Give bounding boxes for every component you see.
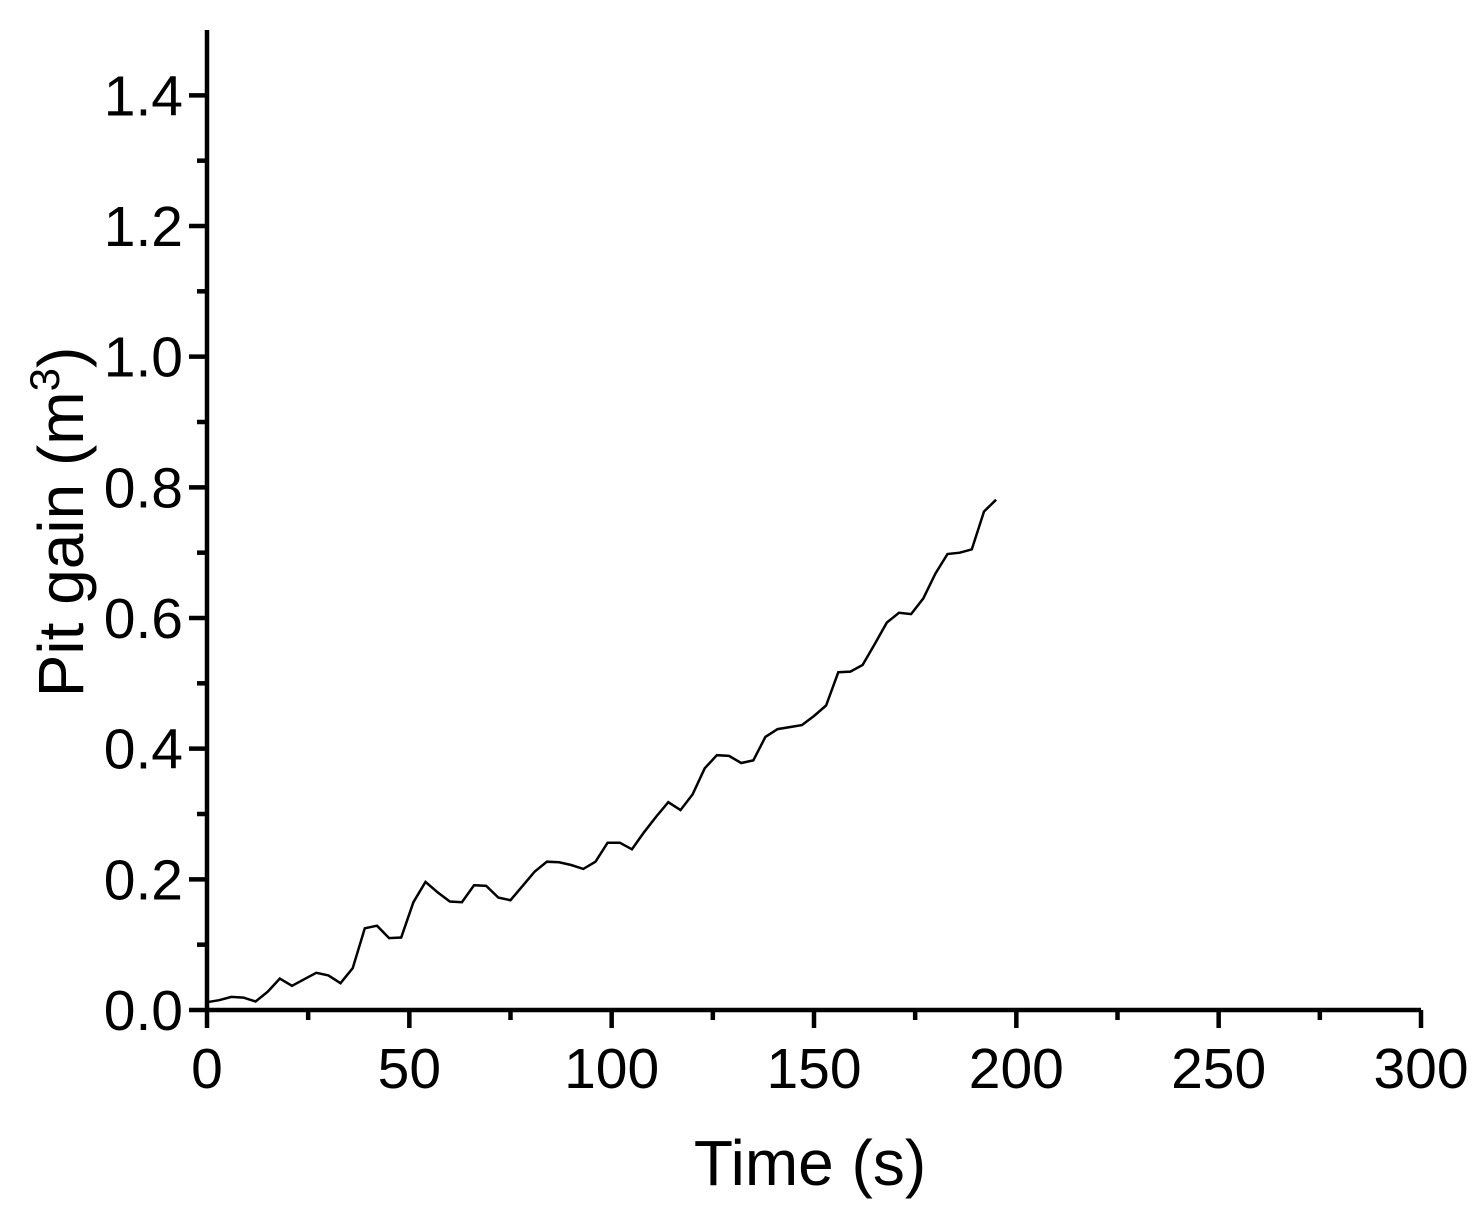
x-tick-label: 150 [766,1037,861,1101]
y-tick-label: 1.4 [104,64,183,128]
y-tick-label: 1.0 [104,326,183,390]
y-axis-major-ticks [189,93,207,1013]
x-axis-minor-ticks [305,1010,1323,1020]
y-axis-tick-labels: 0.0 0.2 0.4 0.6 0.8 1.0 1.2 1.4 [104,64,183,1043]
x-tick-label: 50 [378,1037,441,1101]
x-axis-title: Time (s) [694,1127,926,1199]
y-axis-title-superscript: 3 [21,368,68,391]
x-tick-label: 200 [969,1037,1064,1101]
y-axis-title: Pit gain (m3) [21,347,97,698]
x-axis-tick-labels: 0 50 100 150 200 250 300 [191,1037,1468,1101]
x-axis-major-ticks [204,1010,1424,1028]
x-tick-label: 0 [191,1037,223,1101]
y-axis-minor-ticks [197,158,207,947]
pit-gain-line [206,498,997,1004]
y-tick-label: 0.8 [104,456,183,520]
y-tick-label: 0.2 [104,848,183,912]
x-tick-label: 100 [564,1037,659,1101]
x-tick-label: 250 [1171,1037,1266,1101]
x-tick-label: 300 [1373,1037,1468,1101]
axes [204,30,1421,1013]
y-tick-label: 1.2 [104,195,183,259]
y-tick-label: 0.6 [104,587,183,651]
y-tick-label: 0.0 [104,979,183,1043]
y-tick-label: 0.4 [104,718,183,782]
y-axis-title-close: ) [25,347,97,368]
y-axis-title-base: Pit gain (m [25,391,97,697]
